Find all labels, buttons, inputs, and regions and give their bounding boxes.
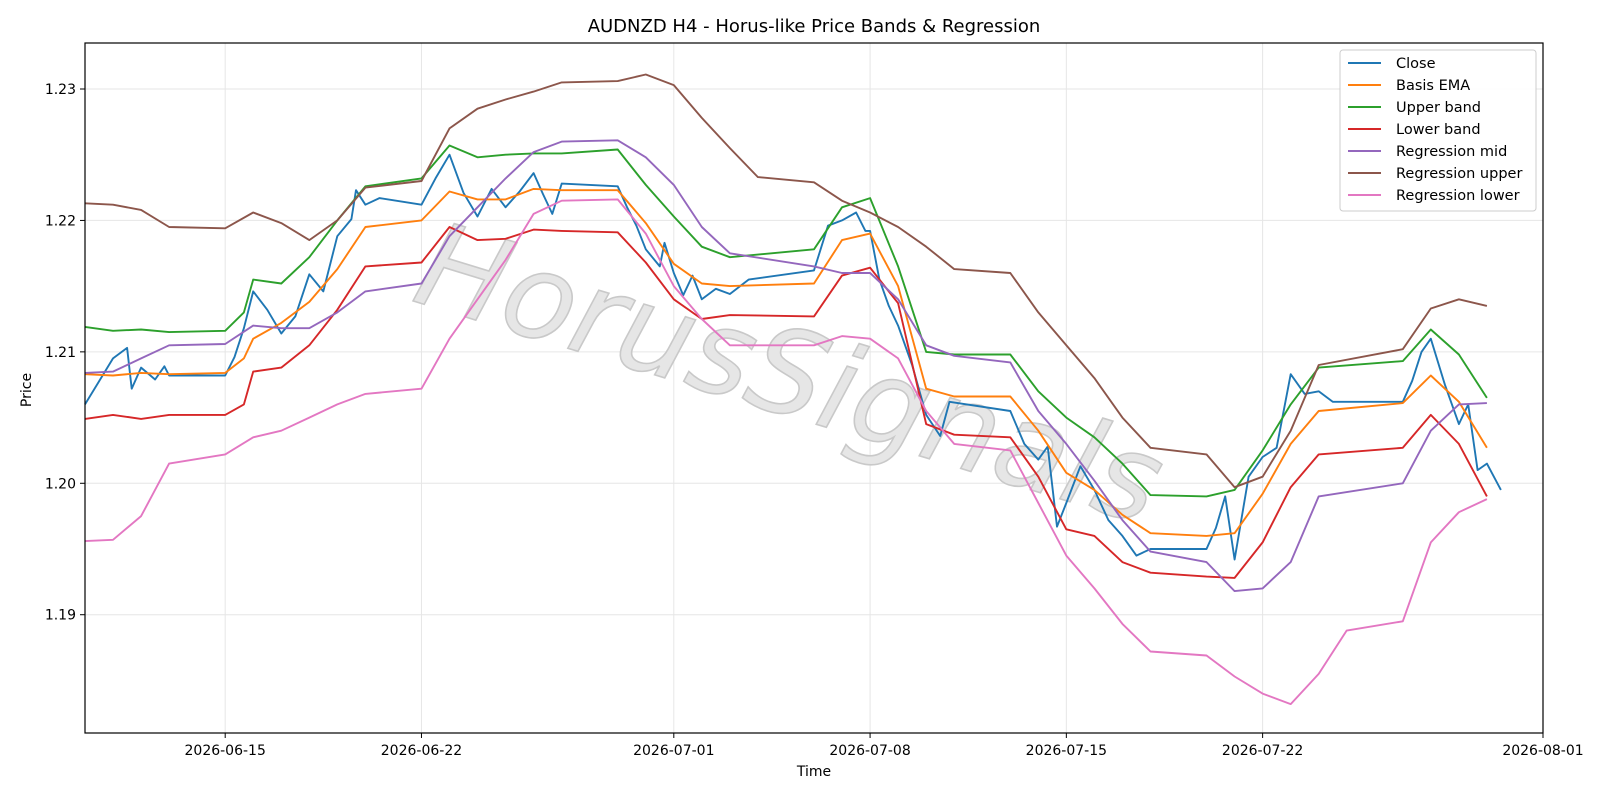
y-tick-label: 1.22: [45, 213, 76, 229]
series-line-lower-band: [84, 226, 1488, 579]
series-line-upper-band: [84, 144, 1488, 498]
series-line-basis-ema: [84, 187, 1488, 537]
y-tick-label: 1.23: [45, 82, 76, 98]
x-axis-ticks: 2026-06-15 2026-06-22 2026-07-01 2026-07-08…: [185, 733, 1584, 759]
legend-label-regression-lower: Regression lower: [1396, 188, 1520, 204]
legend-label-basis-ema: Basis EMA: [1396, 78, 1470, 94]
x-tick-label: 2026-07-08: [829, 743, 910, 759]
chart-title: AUDNZD H4 - Horus-like Price Bands & Reg…: [588, 16, 1041, 37]
legend-box: [1339, 49, 1537, 212]
x-axis-label: Time: [796, 764, 831, 780]
series-line-regression-lower: [84, 198, 1488, 706]
legend-label-close: Close: [1396, 56, 1436, 72]
y-axis-label: Price: [19, 373, 35, 407]
y-axis-ticks: 1.19 1.20 1.21 1.22 1.23: [45, 82, 85, 624]
x-tick-label: 2026-07-01: [633, 743, 714, 759]
plot-area-frame: [84, 42, 1544, 734]
x-tick-label: 2026-08-01: [1502, 743, 1583, 759]
x-tick-label: 2026-07-22: [1222, 743, 1303, 759]
legend-label-regression-mid: Regression mid: [1396, 144, 1507, 160]
legend-label-upper-band: Upper band: [1396, 100, 1481, 116]
legend: Close Basis EMA Upper band Lower band Regres…: [1339, 49, 1537, 212]
y-tick-label: 1.21: [45, 345, 76, 361]
legend-label-lower-band: Lower band: [1396, 122, 1481, 138]
y-tick-label: 1.20: [45, 476, 76, 492]
y-tick-label: 1.19: [45, 608, 76, 624]
series-line-close: [84, 153, 1502, 561]
series-line-regression-upper: [84, 73, 1488, 489]
x-tick-label: 2026-06-15: [185, 743, 266, 759]
grid: [85, 43, 1544, 733]
series-line-regression-mid: [84, 139, 1487, 593]
legend-label-regression-upper: Regression upper: [1396, 166, 1522, 182]
x-tick-label: 2026-06-22: [381, 743, 462, 759]
series-lines: [84, 73, 1502, 706]
x-tick-label: 2026-07-15: [1026, 743, 1107, 759]
